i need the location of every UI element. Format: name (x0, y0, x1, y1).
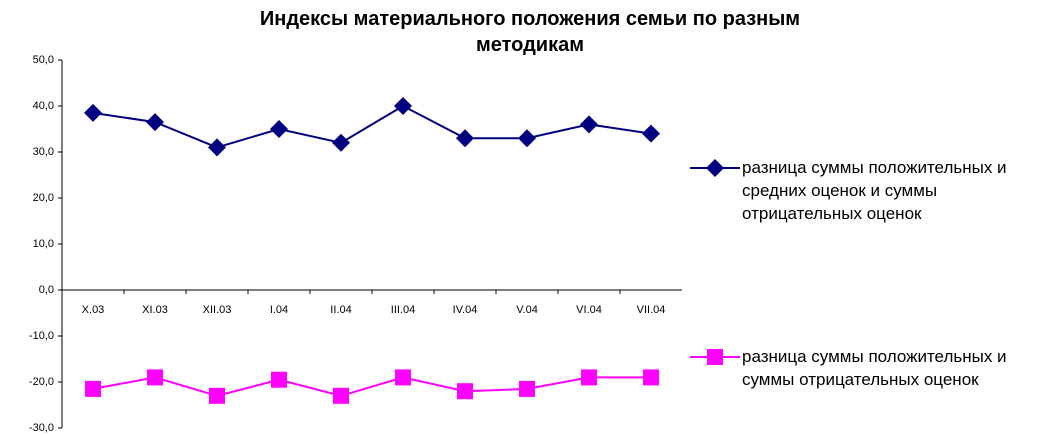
y-tick-label: 40,0 (33, 100, 54, 112)
series-line (92, 104, 652, 149)
point (84, 103, 102, 122)
point (395, 369, 411, 386)
x-tick-label: III.04 (391, 304, 415, 316)
point (456, 129, 474, 148)
x-tick-label: XI.03 (142, 304, 168, 316)
point (146, 113, 164, 132)
point (85, 380, 101, 397)
y-tick-label: 30,0 (33, 146, 54, 158)
point (580, 115, 598, 134)
point (271, 371, 287, 388)
y-tick-label: 20,0 (33, 192, 54, 204)
x-tick-label: II.04 (330, 304, 351, 316)
x-tick-label: IV.04 (453, 304, 478, 316)
point (642, 124, 660, 143)
point (518, 129, 536, 148)
point (333, 387, 349, 404)
point (519, 380, 535, 397)
y-tick-label: 10,0 (33, 238, 54, 250)
point (457, 383, 473, 400)
legend-label: разница суммы положительных и средних оц… (742, 158, 1007, 223)
legend-label: разница суммы положительных и суммы отри… (742, 347, 1007, 389)
y-tick-label: -30,0 (29, 422, 54, 434)
point (643, 369, 659, 386)
x-tick-label: X.03 (82, 304, 105, 316)
x-tick-label: VI.04 (576, 304, 602, 316)
y-tick-label: 0,0 (39, 284, 54, 296)
y-tick-label: -20,0 (29, 376, 54, 388)
x-tick-label: VII.04 (637, 304, 666, 316)
series-line (92, 376, 651, 397)
x-tick-label: I.04 (270, 304, 288, 316)
x-tick-label: V.04 (516, 304, 538, 316)
y-tick-label: 50,0 (33, 54, 54, 66)
x-tick-label: XII.03 (203, 304, 232, 316)
y-tick-label: -10,0 (29, 330, 54, 342)
point (581, 369, 597, 386)
point (394, 97, 412, 115)
point (270, 120, 288, 138)
point (208, 138, 226, 157)
point (209, 387, 225, 404)
point (706, 159, 724, 177)
point (147, 369, 163, 386)
point (332, 133, 350, 152)
chart-title: Индексы материального положения семьи по… (259, 8, 801, 56)
point (707, 349, 723, 365)
